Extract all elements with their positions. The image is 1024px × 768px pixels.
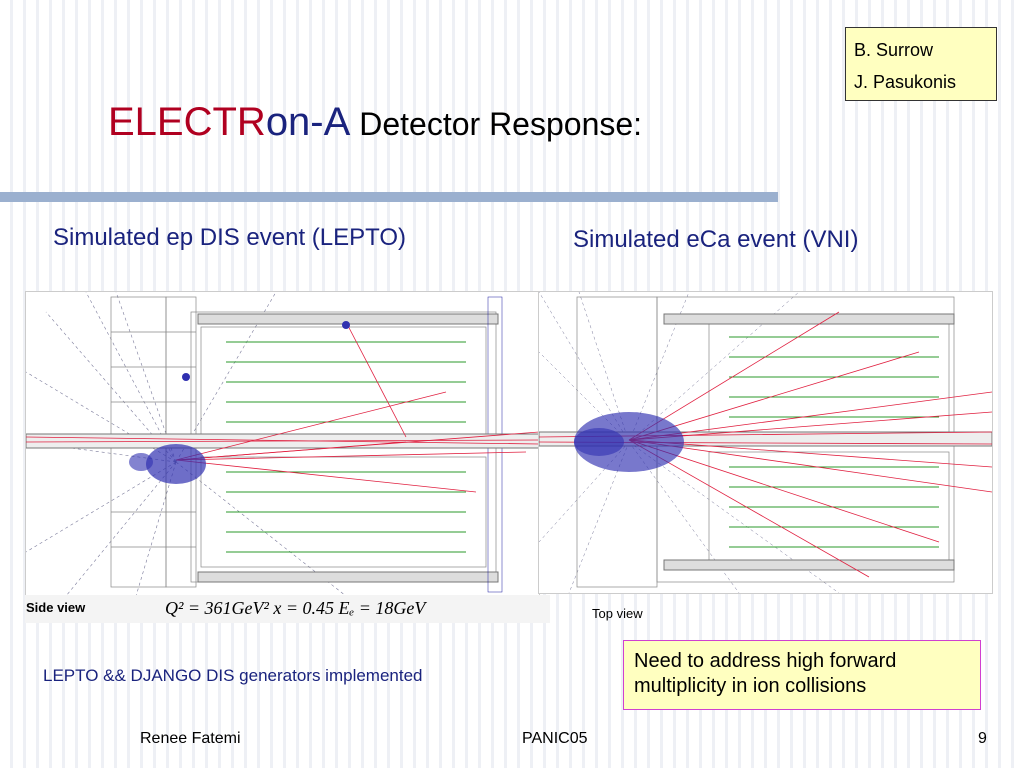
vni-event-display <box>538 291 993 594</box>
lepto-event-graphic <box>26 292 539 596</box>
author-box: B. Surrow J. Pasukonis <box>845 27 997 101</box>
title-part-detector-response: Detector Response: <box>359 106 643 142</box>
multiplicity-note: Need to address high forward multiplicit… <box>623 640 981 710</box>
heading-vni: Simulated eCa event (VNI) <box>573 226 859 253</box>
heading-lepto: Simulated ep DIS event (LEPTO) <box>53 224 407 251</box>
lepto-event-display <box>25 291 540 597</box>
kinematics-formula: Q² = 361GeV² x = 0.45 Eₑ = 18GeV <box>165 598 426 618</box>
title-part-on-a: on-A <box>265 100 349 144</box>
footer-page-number: 9 <box>978 730 987 747</box>
slide-title: ELECTRon-A Detector Response: <box>108 100 642 145</box>
caption-strip <box>25 595 550 623</box>
generators-note: LEPTO && DJANGO DIS generators implement… <box>43 666 423 685</box>
author-1: B. Surrow <box>854 40 934 60</box>
title-part-electr: ELECTR <box>108 100 266 144</box>
side-view-label: Side view <box>26 600 86 615</box>
footer-conference: PANIC05 <box>522 730 588 747</box>
top-view-label: Top view <box>592 606 643 621</box>
vni-event-graphic <box>539 292 992 593</box>
title-rule <box>0 192 778 202</box>
author-2: J. Pasukonis <box>854 72 957 92</box>
footer-author: Renee Fatemi <box>140 730 241 747</box>
